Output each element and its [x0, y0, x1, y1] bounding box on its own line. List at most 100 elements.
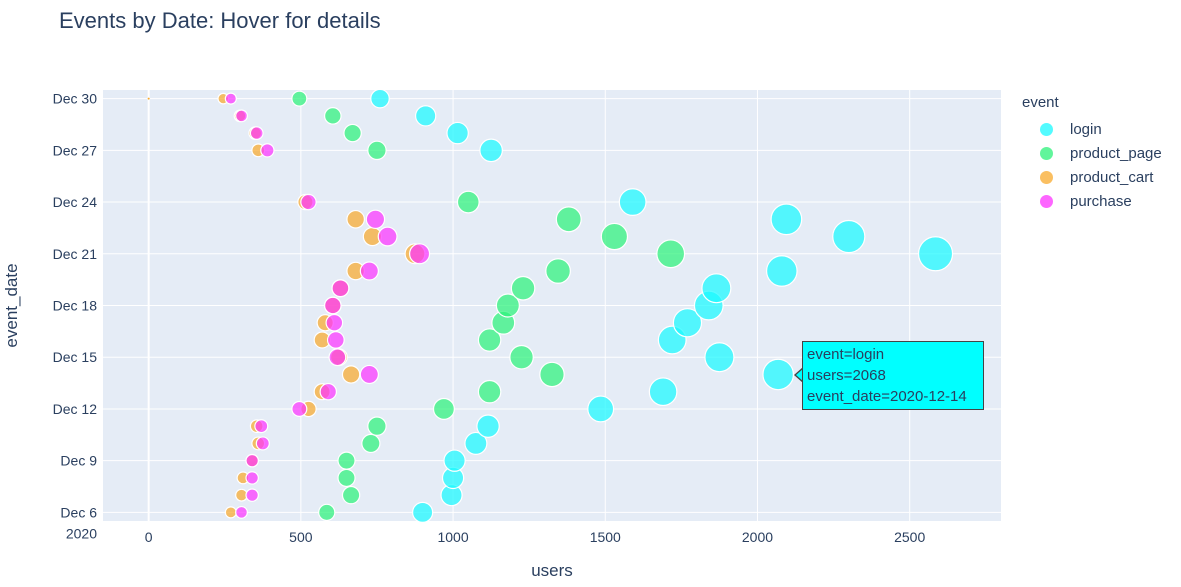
legend-label: purchase [1070, 192, 1132, 210]
purchase-marker[interactable] [365, 209, 386, 230]
tooltip-arrow-fill [796, 368, 804, 382]
legend-marker [1040, 194, 1053, 208]
product_page-marker[interactable] [495, 293, 520, 318]
product_page-marker[interactable] [477, 328, 502, 352]
purchase-marker[interactable] [245, 488, 259, 502]
legend-marker [1040, 146, 1053, 160]
login-marker[interactable] [370, 88, 390, 109]
login-marker[interactable] [446, 121, 469, 145]
login-marker[interactable] [648, 377, 678, 407]
purchase-marker[interactable] [331, 279, 350, 298]
purchase-marker[interactable] [255, 436, 270, 451]
product_page-marker[interactable] [361, 433, 381, 454]
tooltip-users: users=2068 [807, 367, 886, 384]
product_page-marker[interactable] [510, 275, 536, 301]
product_page-marker[interactable] [367, 416, 387, 436]
tooltip-event: event=login [807, 346, 885, 363]
purchase-marker[interactable] [359, 261, 379, 281]
login-marker[interactable] [479, 138, 503, 163]
login-marker[interactable] [411, 501, 434, 524]
login-marker[interactable] [414, 105, 437, 127]
purchase-marker[interactable] [328, 348, 347, 367]
hover-tooltip: event=login users=2068 event_date=2020-1… [802, 341, 984, 410]
login-marker[interactable] [701, 273, 732, 304]
y-tick-label: Dec 21 [53, 246, 98, 262]
login-marker[interactable] [464, 431, 488, 455]
purchase-marker[interactable] [254, 419, 269, 434]
login-marker[interactable] [672, 308, 703, 338]
purchase-marker[interactable] [260, 143, 275, 158]
purchase-marker[interactable] [235, 109, 248, 123]
purchase-marker[interactable] [359, 364, 379, 385]
purchase-marker[interactable] [325, 313, 344, 332]
purchase-marker[interactable] [324, 296, 342, 315]
legend-label: login [1070, 120, 1102, 138]
login-marker[interactable] [443, 449, 466, 472]
product_page-marker[interactable] [555, 206, 582, 233]
product_page-marker[interactable] [509, 344, 534, 370]
login-marker[interactable] [770, 203, 803, 236]
legend-item-purchase[interactable]: purchase [1022, 189, 1162, 213]
legend-item-product_cart[interactable]: product_cart [1022, 165, 1162, 189]
y-tick-label: Dec 15 [53, 349, 98, 365]
x-tick-label: 500 [289, 529, 313, 545]
product_page-marker[interactable] [600, 222, 629, 251]
product_page-marker[interactable] [456, 190, 480, 214]
product_page-marker[interactable] [324, 107, 342, 125]
product_cart-marker[interactable] [346, 209, 365, 229]
login-marker[interactable] [762, 358, 794, 391]
product_page-marker[interactable] [545, 258, 571, 284]
purchase-marker[interactable] [235, 505, 248, 519]
purchase-marker[interactable] [249, 126, 264, 140]
product_page-marker[interactable] [367, 140, 387, 161]
purchase-marker[interactable] [245, 471, 259, 485]
y-tick-label: Dec 12 [53, 401, 98, 417]
y-tick-label: 2020 [66, 525, 97, 541]
y-tick-label: Dec 9 [60, 453, 97, 469]
y-tick-label: Dec 24 [53, 194, 98, 210]
legend-marker [1040, 170, 1053, 184]
login-marker[interactable] [618, 188, 647, 216]
product_cart-marker[interactable] [341, 365, 361, 384]
product_page-marker[interactable] [343, 123, 362, 143]
product_page-marker[interactable] [337, 451, 356, 470]
legend: event login product_page product_cart purch… [1022, 94, 1162, 213]
purchase-marker[interactable] [319, 382, 337, 401]
y-tick-label: Dec 27 [53, 142, 98, 158]
purchase-marker[interactable] [326, 331, 345, 349]
y-tick-label: Dec 6 [60, 504, 97, 520]
purchase-marker[interactable] [377, 226, 398, 247]
legend-item-login[interactable]: login [1022, 117, 1162, 141]
legend-label: product_cart [1070, 168, 1154, 186]
product_page-marker[interactable] [291, 90, 308, 107]
login-marker[interactable] [765, 255, 798, 287]
product_page-marker[interactable] [432, 397, 455, 420]
y-tick-label: Dec 18 [53, 298, 98, 314]
x-tick-label: 2000 [742, 529, 773, 545]
login-marker[interactable] [704, 342, 735, 373]
purchase-marker[interactable] [409, 243, 431, 265]
login-marker[interactable] [476, 414, 500, 438]
x-tick-label: 0 [145, 529, 153, 545]
login-marker[interactable] [587, 395, 615, 423]
product_cart-marker[interactable] [224, 506, 237, 519]
purchase-marker[interactable] [245, 453, 259, 468]
product_page-marker[interactable] [477, 379, 502, 404]
login-marker[interactable] [917, 236, 954, 272]
grid-lines [103, 90, 1001, 521]
login-marker[interactable] [832, 219, 866, 254]
purchase-marker[interactable] [300, 193, 317, 211]
legend-marker [1040, 122, 1053, 136]
purchase-marker[interactable] [224, 92, 237, 105]
product_page-marker[interactable] [656, 239, 686, 269]
markers[interactable] [147, 88, 954, 524]
product_cart-marker[interactable] [147, 97, 150, 100]
x-tick-label: 1500 [590, 529, 621, 545]
product_page-marker[interactable] [341, 485, 361, 505]
purchase-marker[interactable] [291, 400, 308, 417]
product_page-marker[interactable] [337, 468, 356, 488]
product_page-marker[interactable] [539, 361, 565, 388]
product_page-marker[interactable] [318, 503, 336, 522]
legend-item-product_page[interactable]: product_page [1022, 141, 1162, 165]
